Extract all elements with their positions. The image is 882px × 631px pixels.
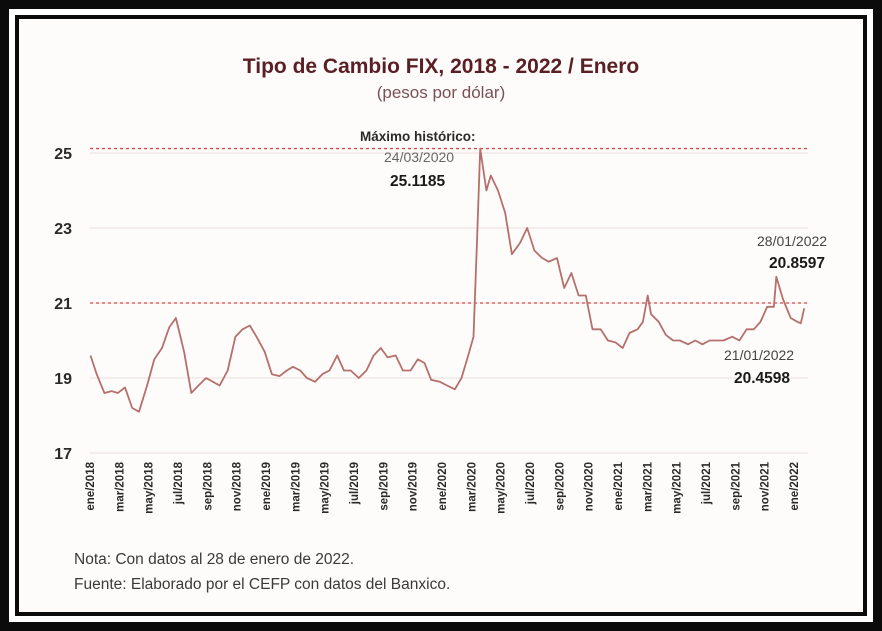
x-tick-label: ene/2021 [613, 461, 625, 510]
x-tick-label: nov/2020 [584, 462, 596, 511]
chart-title: Tipo de Cambio FIX, 2018 - 2022 / Enero [243, 55, 639, 78]
y-tick-label: 19 [54, 371, 72, 388]
x-tick-label: jul/2019 [349, 462, 361, 505]
source-text: Fuente: Elaborado por el CEFP con datos … [74, 576, 451, 593]
x-tick-label: may/2019 [320, 462, 332, 514]
x-tick-label: jul/2018 [173, 461, 185, 505]
x-tick-label: may/2018 [144, 461, 156, 513]
x-tick-label: sep/2018 [202, 461, 214, 510]
x-tick-label: mar/2018 [114, 461, 126, 511]
annotation-max-value: 25.1185 [390, 173, 446, 190]
annotation-max-date: 24/03/2020 [384, 149, 454, 165]
y-tick-label: 25 [54, 146, 72, 163]
y-tick-label: 17 [54, 446, 72, 463]
exchange-rate-line [89, 147, 806, 413]
chart-panel [19, 19, 863, 612]
x-tick-label: may/2021 [672, 461, 684, 513]
x-tick-label: ene/2020 [437, 462, 449, 511]
x-tick-label: ene/2019 [261, 462, 273, 511]
x-tick-label: nov/2021 [760, 461, 772, 511]
x-tick-label: ene/2018 [85, 461, 97, 510]
x-tick-label: mar/2021 [642, 461, 654, 511]
y-tick-label: 23 [54, 221, 72, 238]
x-tick-label: may/2020 [496, 462, 508, 514]
x-tick-label: nov/2019 [408, 462, 420, 511]
chart-subtitle: (pesos por dólar) [377, 83, 506, 102]
annotation-max-label: Máximo histórico: [360, 129, 476, 144]
note-text: Nota: Con datos al 28 de enero de 2022. [74, 551, 355, 568]
x-tick-label: mar/2019 [290, 462, 302, 512]
x-tick-label: sep/2019 [378, 462, 390, 511]
annotation-jan21-date: 21/01/2022 [724, 347, 794, 363]
x-tick-label: sep/2021 [730, 461, 742, 510]
annotation-jan21-value: 20.4598 [734, 370, 790, 387]
annotation-jan28-date: 28/01/2022 [757, 233, 827, 249]
x-tick-label: sep/2020 [554, 462, 566, 511]
x-tick-label: mar/2020 [466, 462, 478, 512]
x-tick-label: jul/2021 [701, 461, 713, 505]
x-tick-label: jul/2020 [525, 462, 537, 505]
y-tick-label: 21 [54, 296, 72, 313]
x-tick-label: ene/2022 [789, 462, 801, 511]
x-tick-label: nov/2018 [232, 461, 244, 511]
annotation-jan28-value: 20.8597 [769, 255, 825, 272]
